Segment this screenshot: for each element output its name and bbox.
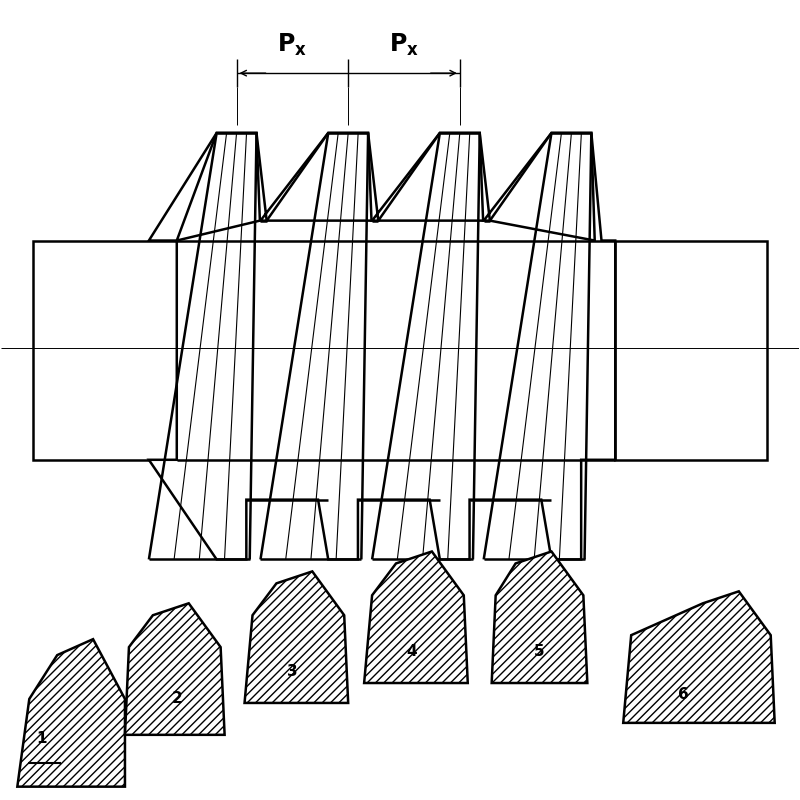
Text: 5: 5: [534, 644, 545, 658]
Text: 3: 3: [287, 663, 298, 678]
Polygon shape: [125, 603, 225, 735]
Polygon shape: [245, 571, 348, 703]
Polygon shape: [492, 551, 587, 683]
Polygon shape: [364, 551, 468, 683]
Polygon shape: [18, 639, 125, 786]
Text: $\mathbf{P_x}$: $\mathbf{P_x}$: [389, 32, 419, 58]
Polygon shape: [490, 133, 594, 241]
Polygon shape: [34, 241, 177, 460]
Text: 1: 1: [36, 731, 46, 746]
Polygon shape: [378, 133, 483, 221]
Polygon shape: [149, 133, 615, 559]
Polygon shape: [623, 591, 774, 723]
Text: 6: 6: [678, 687, 688, 702]
Text: 2: 2: [171, 691, 182, 706]
Polygon shape: [615, 241, 766, 460]
Polygon shape: [177, 133, 260, 241]
Polygon shape: [266, 133, 371, 221]
Text: 4: 4: [406, 644, 418, 658]
Text: $\mathbf{P_x}$: $\mathbf{P_x}$: [278, 32, 307, 58]
